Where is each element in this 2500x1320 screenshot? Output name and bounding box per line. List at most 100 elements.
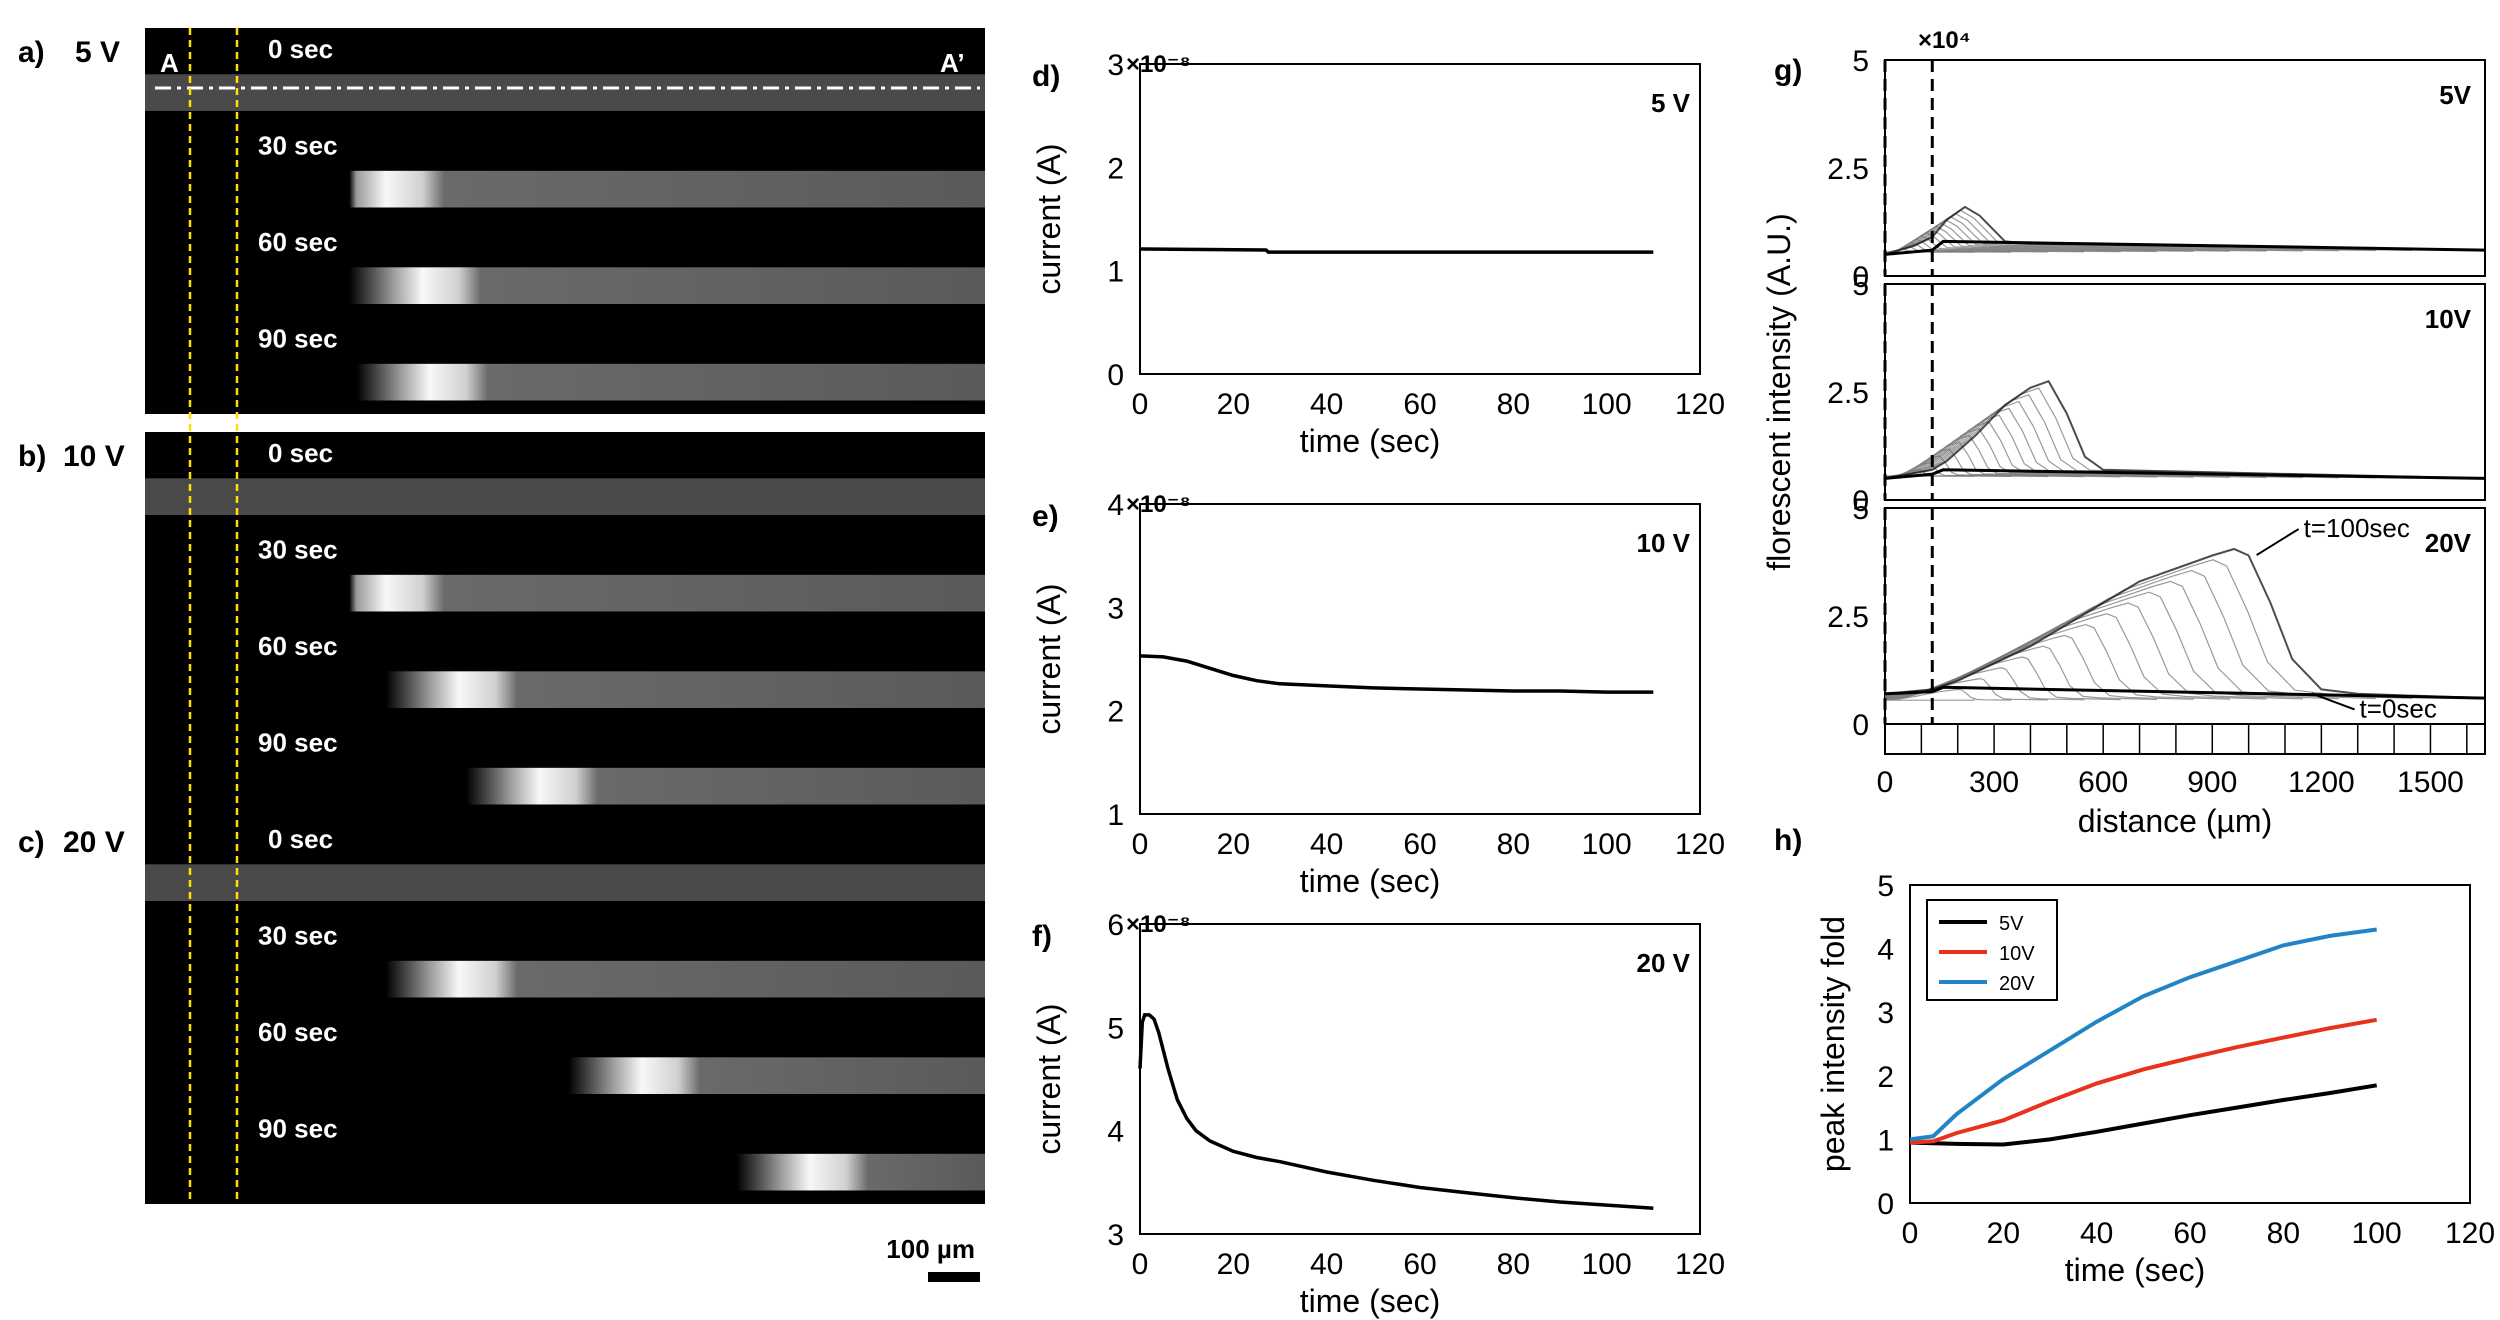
y-tick-label: 5: [1852, 493, 1869, 526]
y-tick-label: 3: [1107, 592, 1124, 625]
chart-d: 0 20 40 60 80 100 120 0 1 2 3 d) ×10⁻⁸ 5 V time (sec) c…: [1031, 49, 1725, 459]
frame-time-label: 60 sec: [258, 227, 338, 257]
y-tick-label: 0: [1852, 261, 1869, 294]
y-tick-label: 5: [1852, 269, 1869, 302]
y-tick-label: 0: [1107, 359, 1124, 392]
y-tick-label: 2.5: [1827, 377, 1869, 410]
frame-time-label: 60 sec: [258, 1017, 338, 1047]
scale-bar: [928, 1272, 980, 1282]
panel-label: e): [1032, 500, 1059, 533]
y-tick-label: 0: [1877, 1188, 1894, 1221]
x-tick-label: 600: [2078, 766, 2128, 799]
y-tick-label: 0: [1852, 485, 1869, 518]
chart-h: 0 20 40 60 80 100 120 0 1 2 3 4 5 h) time (sec) peak in…: [1774, 824, 2495, 1288]
y-tick-label: 4: [1877, 934, 1894, 967]
x-axis-label: time (sec): [1300, 423, 1440, 459]
y-tick-label: 5: [1852, 45, 1869, 78]
frame-time-label: 90 sec: [258, 728, 338, 758]
x-tick-label: 0: [1902, 1217, 1919, 1250]
x-tick-label: 100: [1582, 1248, 1632, 1281]
y-tick-label: 3: [1877, 997, 1894, 1030]
arrow: [2311, 692, 2355, 711]
plot-frame: [1884, 59, 2486, 277]
intensity-profile: [1884, 379, 2486, 480]
legend-entry: 10V: [1999, 943, 2035, 965]
intensity-profile: [1884, 547, 2486, 700]
y-tick-label: 1: [1877, 1124, 1894, 1157]
y-tick-label: 5: [1877, 870, 1894, 903]
panel-label: d): [1032, 60, 1060, 93]
x-tick-label: 100: [1582, 388, 1632, 421]
y-tick-label: 6: [1107, 909, 1124, 942]
x-tick-label: 100: [2352, 1217, 2402, 1250]
plot-frame: [1884, 283, 2486, 501]
channel-band: [254, 767, 985, 805]
x-tick-label: 60: [1403, 388, 1436, 421]
y-axis-label: current (A): [1031, 1003, 1067, 1154]
channel-band: [254, 363, 985, 401]
channel-band: [254, 671, 985, 708]
channel-band: [145, 478, 985, 515]
x-tick-label: 20: [1217, 388, 1250, 421]
axis-multiplier: ×10⁻⁸: [1126, 51, 1191, 78]
series-line-10V: [1909, 1017, 2378, 1145]
time-label: t=100sec: [2304, 513, 2410, 543]
x-tick-label: 60: [1403, 828, 1436, 861]
frame-time-label: 0 sec: [268, 824, 333, 854]
chart-f: 0 20 40 60 80 100 120 3 4 5 6 f) ×10⁻⁸ 20 V time (sec)…: [1031, 909, 1725, 1319]
panel-label: g): [1774, 54, 1802, 87]
panel-label: a): [18, 36, 45, 69]
x-axis-label: distance (µm): [2078, 803, 2272, 839]
frame-time-label: 0 sec: [268, 438, 333, 468]
legend-entry: 5V: [1999, 913, 2024, 935]
x-tick-label: 120: [1675, 828, 1725, 861]
plot-frame: [1139, 923, 1701, 1235]
chart-g: g) ×10⁴ 0 2.5 5 5V 0 2.5 5 10V 0 2.5 5 20V t=100sec t=0…: [1761, 27, 2486, 839]
y-tick-label: 1: [1107, 256, 1124, 289]
x-tick-label: 300: [1969, 766, 2019, 799]
channel-band: [254, 1057, 985, 1094]
x-tick-label: 1500: [2397, 766, 2464, 799]
x-axis-label: time (sec): [2065, 1252, 2205, 1288]
y-tick-label: 5: [1107, 1012, 1124, 1045]
initial-profile: [1884, 239, 2486, 256]
marker-a-prime: A’: [940, 48, 965, 78]
time-label: t=0sec: [2360, 693, 2437, 723]
channel-band: [254, 574, 985, 612]
voltage-annotation: 10 V: [1637, 528, 1691, 558]
marker-a: A: [160, 48, 179, 78]
y-tick-label: 0: [1852, 709, 1869, 742]
frame-time-label: 30 sec: [258, 131, 338, 161]
frame-time-label: 60 sec: [258, 631, 338, 661]
channel-band: [254, 170, 985, 208]
y-tick-label: 2: [1107, 696, 1124, 729]
x-tick-label: 0: [1877, 766, 1894, 799]
plot-frame: [1909, 884, 2471, 1204]
x-tick-label: 60: [1403, 1248, 1436, 1281]
panel-voltage: 20 V: [63, 826, 125, 859]
panel-label: h): [1774, 824, 1802, 857]
series-line-5V: [1909, 1083, 2378, 1147]
x-tick-label: 40: [2080, 1217, 2113, 1250]
intensity-profile: [1884, 559, 2449, 699]
current-line: [1139, 247, 1654, 254]
voltage-annotation: 20V: [2425, 528, 2472, 558]
voltage-annotation: 5V: [2439, 80, 2471, 110]
frame-time-label: 90 sec: [258, 1114, 338, 1144]
x-tick-label: 80: [1497, 388, 1530, 421]
intensity-profile: [1884, 688, 2012, 701]
current-line: [1138, 1013, 1654, 1210]
y-tick-label: 4: [1107, 489, 1124, 522]
y-axis-label: florescent intensity (A.U.): [1761, 213, 1797, 570]
x-tick-label: 1200: [2288, 766, 2355, 799]
panel-label: b): [18, 440, 46, 473]
x-tick-label: 120: [2445, 1217, 2495, 1250]
voltage-annotation: 20 V: [1637, 948, 1691, 978]
channel-band: [254, 1153, 985, 1191]
y-axis-label: current (A): [1031, 583, 1067, 734]
microscopy-panels: a) 5 V 0 sec 30 sec 60 sec 90 sec A A’ b) 10 V 0 s…: [18, 28, 985, 1204]
chart-e: 0 20 40 60 80 100 120 1 2 3 4 e) ×10⁻⁸ 10 V time (sec)…: [1031, 489, 1725, 899]
frame-time-label: 0 sec: [268, 34, 333, 64]
x-tick-label: 80: [1497, 1248, 1530, 1281]
